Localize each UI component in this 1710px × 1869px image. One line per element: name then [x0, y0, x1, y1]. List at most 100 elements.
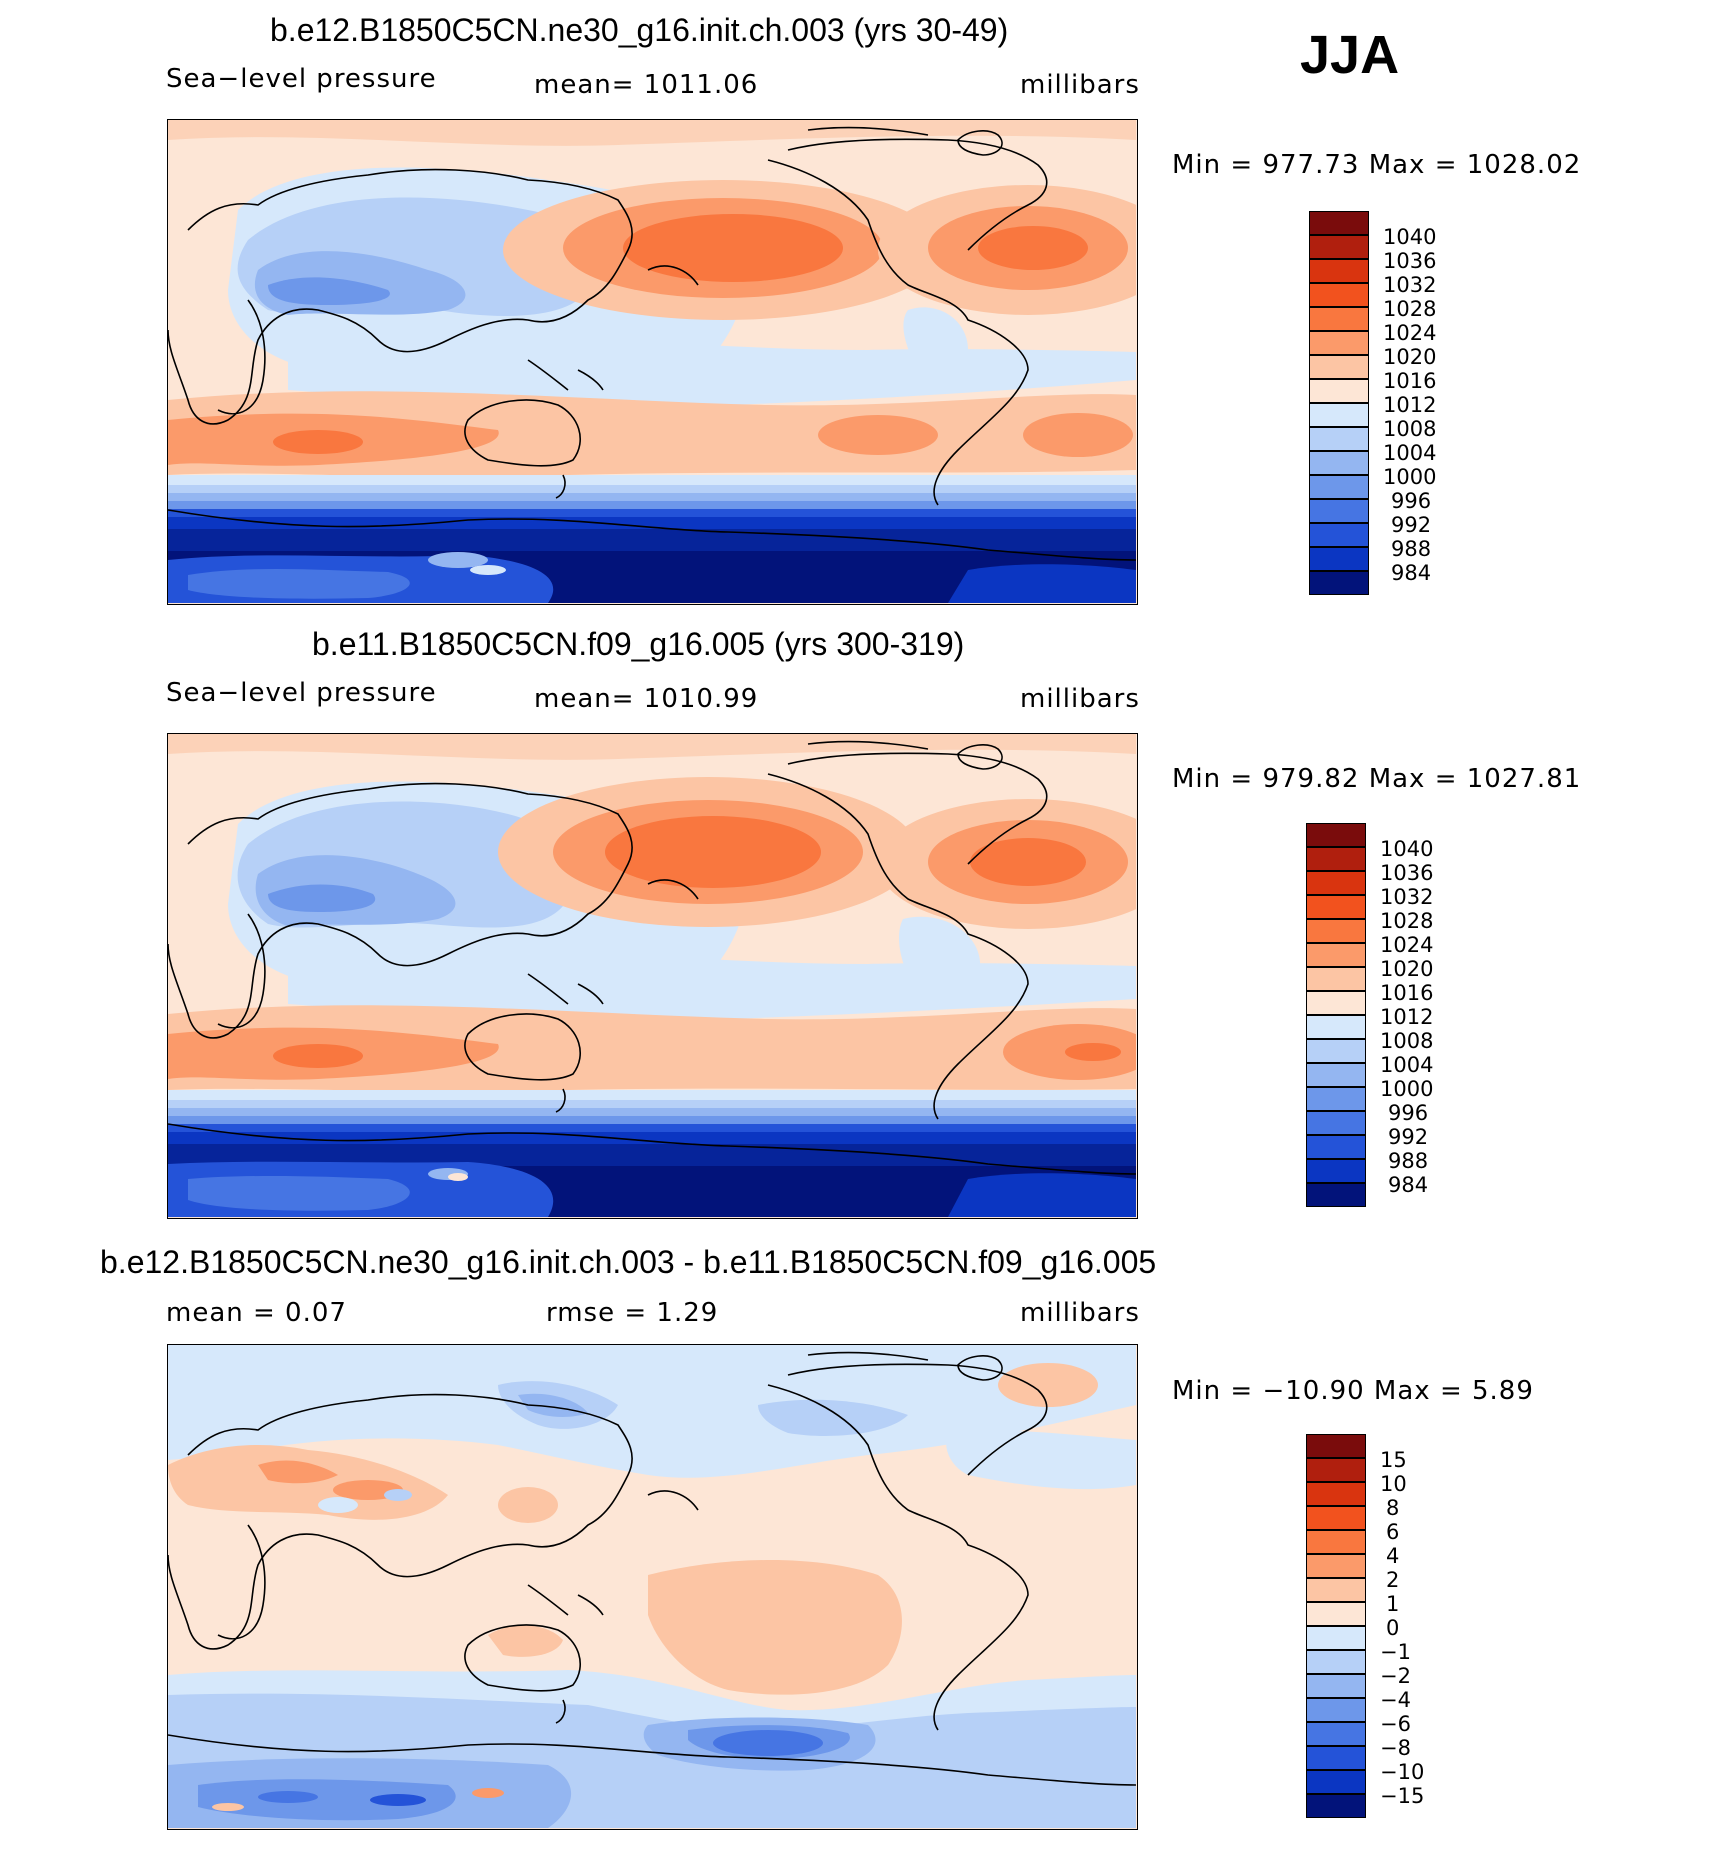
panel1-colorbar-swatch: [1309, 235, 1369, 259]
panel2-colorbar-swatch: [1306, 1111, 1366, 1135]
panel3-colorbar-label: −1: [1380, 1640, 1411, 1664]
panel3-colorbar-label: −10: [1380, 1760, 1425, 1784]
panel2-colorbar-label: 1016: [1380, 981, 1434, 1005]
panel1-variable-label: Sea−level pressure: [166, 64, 437, 94]
panel2-colorbar-swatch: [1306, 1183, 1366, 1207]
panel1-mean-label: mean= 1011.06: [534, 70, 759, 100]
panel2-colorbar-label: 1000: [1380, 1077, 1434, 1101]
panel3-colorbar-swatch: [1306, 1602, 1366, 1626]
panel3-colorbar-swatch: [1306, 1506, 1366, 1530]
panel2-colorbar-swatch: [1306, 1159, 1366, 1183]
panel1-colorbar-label: 1028: [1383, 297, 1437, 321]
panel1-colorbar-label: 1004: [1383, 441, 1437, 465]
panel3-colorbar-label: −2: [1380, 1664, 1411, 1688]
panel3-colorbar-label: −4: [1380, 1688, 1411, 1712]
panel3-colorbar-label: 15: [1380, 1448, 1407, 1472]
panel1-colorbar-label: 988: [1391, 537, 1432, 561]
panel3-colorbar-label: 8: [1386, 1496, 1400, 1520]
panel3-colorbar-swatch: [1306, 1434, 1366, 1458]
panel3-mean-label: mean = 0.07: [166, 1298, 347, 1328]
panel2-colorbar-swatch: [1306, 943, 1366, 967]
panel1-contour-field: [168, 120, 1136, 603]
panel1-colorbar-label: 1032: [1383, 273, 1437, 297]
panel2-minmax-label: Min = 979.82 Max = 1027.81: [1172, 764, 1582, 794]
panel2-colorbar-swatch: [1306, 967, 1366, 991]
panel3-colorbar-swatch: [1306, 1482, 1366, 1506]
panel1-map: [167, 119, 1138, 605]
panel1-colorbar-swatch: [1309, 523, 1369, 547]
panel3-map: [167, 1344, 1138, 1830]
panel1-title: b.e12.B1850C5CN.ne30_g16.init.ch.003 (yr…: [270, 12, 1009, 48]
panel1-colorbar-swatch: [1309, 547, 1369, 571]
season-label: JJA: [1300, 25, 1400, 85]
panel3-colorbar-swatch: [1306, 1530, 1366, 1554]
panel2-colorbar-label: 996: [1388, 1101, 1429, 1125]
panel3-title: b.e12.B1850C5CN.ne30_g16.init.ch.003 - b…: [100, 1244, 1157, 1280]
panel3-colorbar: 15 10 8 6 4 2 1 0 −1 −2 −4 −6 −8 −10 −15: [1306, 1434, 1426, 1818]
panel1-colorbar-label: 1020: [1383, 345, 1437, 369]
panel3-colorbar-swatch: [1306, 1746, 1366, 1770]
panel2-colorbar-label: 1032: [1380, 885, 1434, 909]
panel1-colorbar-swatch: [1309, 427, 1369, 451]
panel3-colorbar-swatch: [1306, 1626, 1366, 1650]
panel1-colorbar-swatch: [1309, 331, 1369, 355]
panel1-colorbar-label: 1012: [1383, 393, 1437, 417]
panel2-colorbar-label: 988: [1388, 1149, 1429, 1173]
panel2-colorbar-label: 1024: [1380, 933, 1434, 957]
panel1-minmax-label: Min = 977.73 Max = 1028.02: [1172, 150, 1582, 180]
panel1-colorbar-swatch: [1309, 355, 1369, 379]
panel2-colorbar-swatch: [1306, 847, 1366, 871]
panel2-title: b.e11.B1850C5CN.f09_g16.005 (yrs 300-319…: [312, 626, 965, 662]
panel2-map: [167, 733, 1138, 1219]
panel3-colorbar-swatch: [1306, 1770, 1366, 1794]
panel3-colorbar-label: 4: [1386, 1544, 1400, 1568]
panel2-colorbar-label: 1004: [1380, 1053, 1434, 1077]
panel3-colorbar-swatch: [1306, 1722, 1366, 1746]
panel1-colorbar-swatch: [1309, 571, 1369, 595]
panel3-colorbar-label: 0: [1386, 1616, 1400, 1640]
panel2-colorbar-label: 984: [1388, 1173, 1429, 1197]
panel3-colorbar-swatch: [1306, 1674, 1366, 1698]
panel2-colorbar-swatch: [1306, 991, 1366, 1015]
panel3-colorbar-swatch: [1306, 1794, 1366, 1818]
panel3-colorbar-label: 10: [1380, 1472, 1407, 1496]
panel1-colorbar-swatch: [1309, 475, 1369, 499]
panel1-colorbar-label: 1040: [1383, 225, 1437, 249]
panel3-colorbar-swatch: [1306, 1578, 1366, 1602]
panel1-colorbar-label: 1016: [1383, 369, 1437, 393]
panel3-rmse-label: rmse = 1.29: [546, 1298, 719, 1328]
panel2-mean-label: mean= 1010.99: [534, 684, 759, 714]
panel3-colorbar-label: −15: [1380, 1784, 1425, 1808]
panel3-colorbar-label: −8: [1380, 1736, 1411, 1760]
panel2-colorbar-swatch: [1306, 919, 1366, 943]
panel2-colorbar-label: 1008: [1380, 1029, 1434, 1053]
panel2-colorbar-label: 1036: [1380, 861, 1434, 885]
panel1-colorbar-label: 996: [1391, 489, 1432, 513]
panel1-colorbar-label: 1000: [1383, 465, 1437, 489]
panel3-colorbar-label: 2: [1386, 1568, 1400, 1592]
panel2-colorbar-label: 992: [1388, 1125, 1429, 1149]
panel2-units-label: millibars: [1020, 684, 1140, 714]
panel3-colorbar-swatch: [1306, 1554, 1366, 1578]
panel3-colorbar-label: −6: [1380, 1712, 1411, 1736]
panel2-colorbar-label: 1028: [1380, 909, 1434, 933]
panel2-contour-field: [168, 734, 1136, 1217]
panel2-colorbar-swatch: [1306, 1015, 1366, 1039]
panel2-colorbar: 1040 1036 1032 1028 1024 1020 1016 1012 …: [1306, 823, 1433, 1207]
panel2-colorbar-swatch: [1306, 871, 1366, 895]
panel1-colorbar-label: 992: [1391, 513, 1432, 537]
panel2-colorbar-swatch: [1306, 895, 1366, 919]
panel1-colorbar-swatch: [1309, 211, 1369, 235]
panel1-colorbar-swatch: [1309, 259, 1369, 283]
panel1-colorbar: 1040 1036 1032 1028 1024 1020 1016 1012 …: [1309, 211, 1436, 595]
panel3-colorbar-swatch: [1306, 1698, 1366, 1722]
panel1-colorbar-swatch: [1309, 451, 1369, 475]
panel1-colorbar-swatch: [1309, 499, 1369, 523]
panel3-colorbar-label: 1: [1386, 1592, 1400, 1616]
panel2-colorbar-swatch: [1306, 1135, 1366, 1159]
panel1-colorbar-label: 1008: [1383, 417, 1437, 441]
panel1-colorbar-swatch: [1309, 379, 1369, 403]
panel1-colorbar-swatch: [1309, 307, 1369, 331]
panel3-contour-field: [168, 1345, 1136, 1828]
panel3-colorbar-label: 6: [1386, 1520, 1400, 1544]
